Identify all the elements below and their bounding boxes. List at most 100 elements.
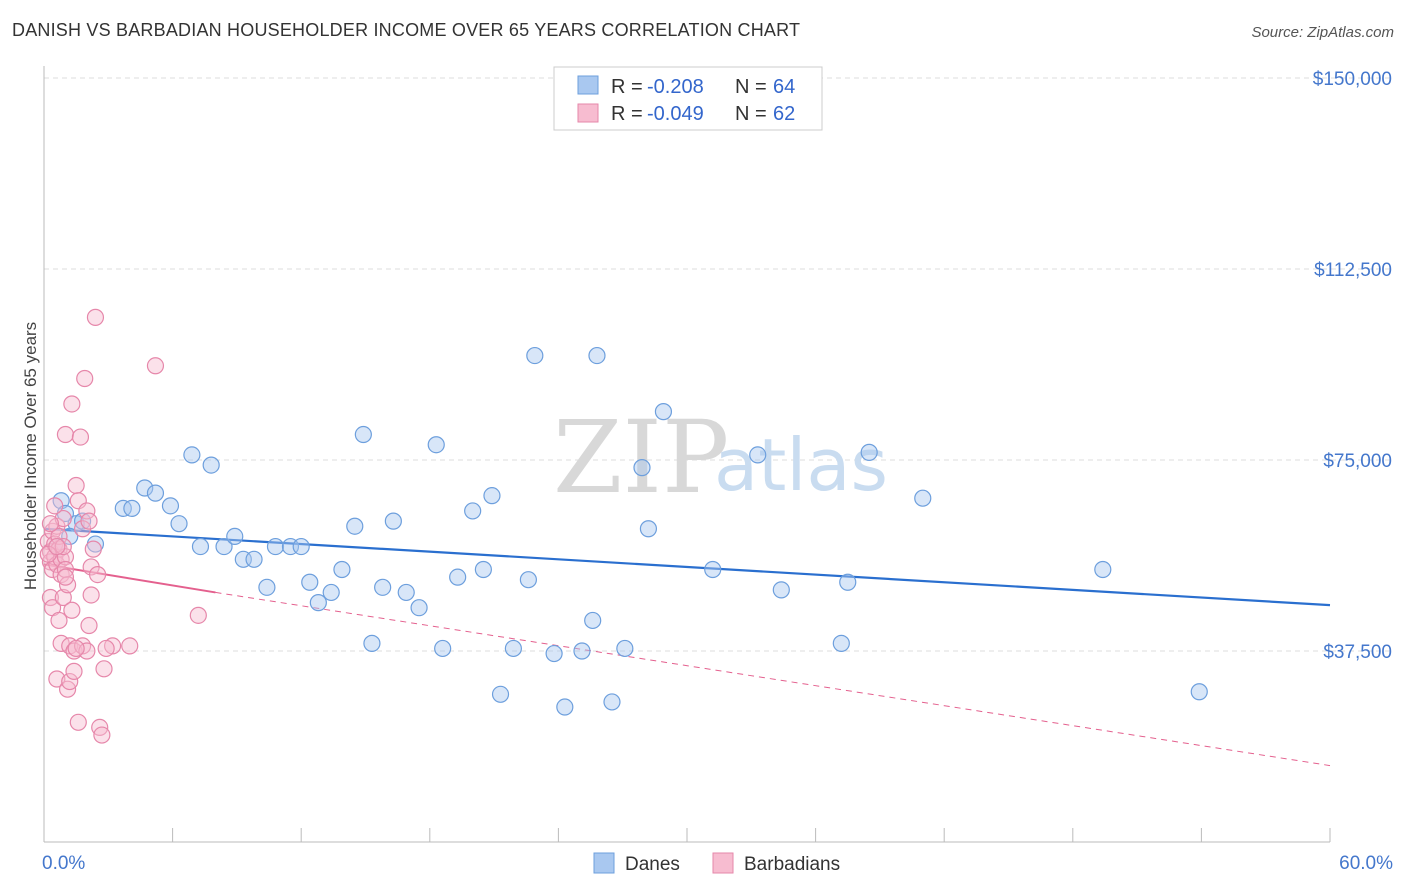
danes-point — [410, 599, 428, 617]
barbadians-point — [80, 616, 98, 635]
bottom-legend-label-danes: Danes — [625, 854, 680, 875]
bottom-legend-swatch-danes — [593, 852, 615, 874]
trend-lines — [43, 527, 1331, 767]
barbadians-point — [189, 606, 207, 624]
barbadians-point — [48, 537, 66, 556]
barbadians-point — [146, 357, 165, 375]
watermark-zip: ZIP — [553, 399, 729, 516]
legend-swatch-barbadians — [577, 103, 599, 123]
barbadians-point — [78, 642, 96, 660]
legend-n-value-danes: 64 — [773, 76, 795, 98]
barbadians-point — [65, 662, 83, 680]
danes-point — [123, 499, 141, 517]
legend-n-label-danes: N = — [735, 76, 767, 98]
bottom-legend-label-barbadians: Barbadians — [744, 854, 840, 875]
danes-point — [832, 634, 850, 652]
x-tick-labels: 0.0% 60.0% — [42, 853, 1393, 874]
danes-point — [1190, 683, 1208, 701]
danes-point — [266, 537, 285, 556]
danes-point — [161, 497, 180, 515]
danes-point — [573, 642, 591, 660]
danes-point — [215, 537, 233, 556]
danes-point — [449, 568, 467, 586]
barbadians-point — [63, 601, 81, 619]
source-label: Source: ZipAtlas.com — [1251, 24, 1394, 41]
danes-point — [545, 644, 563, 663]
danes-point — [588, 346, 606, 365]
barbadians-point — [93, 726, 111, 744]
barbadians-point — [54, 537, 72, 556]
danes-point — [504, 639, 522, 658]
barbadians-point — [82, 586, 100, 604]
danes-point — [772, 581, 790, 599]
danes-point — [146, 484, 165, 502]
correlation-legend: R = -0.208 N = 64 R = -0.049 N = 62 — [553, 66, 823, 131]
barbadians-point — [71, 428, 90, 446]
danes-point — [333, 560, 351, 579]
watermark-atlas: atlas — [714, 423, 888, 507]
barbadians-point — [78, 502, 96, 520]
danes-point — [183, 446, 201, 464]
legend-r-label-danes: R = — [611, 76, 643, 98]
y-tick-label: $75,000 — [1323, 451, 1392, 472]
danes-point — [584, 611, 602, 630]
danes-point — [914, 489, 932, 507]
y-tick-label: $150,000 — [1313, 69, 1392, 90]
chart-title: DANISH VS BARBADIAN HOUSEHOLDER INCOME O… — [12, 20, 801, 40]
barbadians-point — [95, 660, 113, 678]
barbadians-point — [65, 642, 83, 660]
x-tick-label-max: 60.0% — [1339, 853, 1393, 874]
barbadians-point — [97, 639, 115, 658]
barbadians-point — [88, 565, 107, 584]
danes-point — [519, 571, 537, 589]
danes-point — [397, 583, 415, 602]
danes-point — [202, 456, 220, 474]
barbadians-point — [86, 308, 105, 326]
barbadians-point — [121, 637, 139, 655]
data-points — [39, 308, 1208, 744]
danes-point — [384, 512, 402, 530]
y-tick-label: $112,500 — [1314, 260, 1392, 281]
barbadians-trend-extension — [215, 591, 1331, 767]
barbadians-point — [84, 540, 102, 558]
axes — [43, 66, 1331, 843]
barbadians-point — [80, 512, 98, 530]
barbadians-point — [54, 588, 72, 607]
danes-point — [616, 639, 634, 658]
legend-r-label-barbadians: R = — [611, 103, 643, 125]
danes-point — [639, 520, 658, 538]
danes-point — [603, 693, 621, 711]
danes-point — [301, 573, 319, 591]
danes-point — [292, 537, 310, 556]
danes-trend-line — [43, 527, 1331, 607]
barbadians-point — [41, 588, 60, 607]
danes-point — [346, 517, 364, 535]
danes-point — [322, 583, 340, 602]
barbadians-point — [67, 639, 85, 658]
barbadians-point — [56, 568, 75, 586]
legend-n-label-barbadians: N = — [735, 103, 767, 125]
danes-point — [170, 515, 188, 533]
danes-point — [860, 443, 878, 461]
bottom-legend-swatch-barbadians — [712, 852, 734, 874]
danes-point — [491, 685, 510, 703]
danes-point — [556, 698, 574, 716]
danes-point — [474, 560, 492, 579]
danes-point — [1094, 560, 1112, 579]
danes-point — [191, 537, 210, 556]
barbadians-point — [67, 476, 85, 495]
barbadians-point — [69, 713, 87, 731]
barbadians-trend-line — [43, 563, 216, 594]
y-tick-labels: $37,500 $75,000 $112,500 $150,000 — [1313, 69, 1392, 663]
barbadians-point — [61, 672, 79, 691]
barbadians-point — [76, 369, 94, 388]
danes-point — [434, 639, 452, 658]
legend-swatch-danes — [577, 75, 599, 95]
danes-point — [354, 425, 372, 444]
y-axis-label: Householder Income Over 65 years — [21, 322, 40, 590]
legend-r-value-danes: -0.208 — [647, 76, 704, 98]
danes-point — [464, 502, 482, 520]
danes-point — [749, 446, 767, 464]
danes-point — [483, 487, 501, 505]
danes-point — [245, 550, 263, 568]
